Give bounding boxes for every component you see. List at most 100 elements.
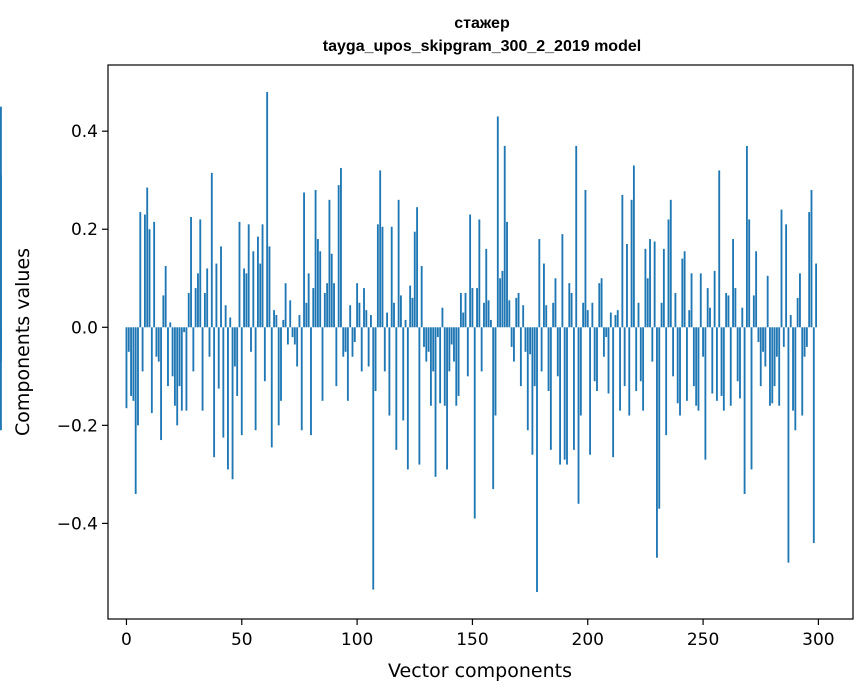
bar [425, 327, 428, 362]
bar [229, 317, 232, 328]
y-axis-label: Components values [12, 248, 34, 436]
bar [125, 327, 128, 409]
bar [183, 327, 186, 333]
bar [796, 297, 799, 328]
bar [413, 231, 416, 328]
bar [752, 295, 755, 328]
bar [626, 243, 628, 328]
bar [319, 251, 322, 328]
bar [238, 221, 241, 328]
bar [785, 224, 788, 328]
bar [254, 327, 257, 431]
bar [270, 327, 273, 448]
bar [570, 292, 573, 328]
bar [457, 327, 460, 396]
bar [157, 327, 160, 362]
bar [619, 327, 621, 411]
bar [552, 302, 555, 328]
bar [436, 327, 439, 338]
bar [167, 327, 169, 387]
bar [448, 327, 451, 372]
bar [741, 307, 744, 328]
bar [134, 327, 137, 494]
bar [540, 327, 543, 372]
bar [307, 273, 310, 328]
bar [402, 327, 405, 421]
bar [266, 91, 269, 328]
bar [729, 327, 732, 406]
bar [686, 327, 688, 401]
bar [637, 302, 640, 328]
bar [383, 327, 386, 372]
bar [572, 327, 575, 450]
bar [614, 315, 617, 328]
bar [706, 288, 709, 328]
bar [519, 327, 522, 387]
bar [178, 327, 181, 387]
bar [782, 327, 785, 347]
bar [358, 302, 361, 328]
bar [416, 207, 418, 328]
bar [748, 219, 751, 328]
bar [630, 199, 633, 328]
x-tick-label: 200 [572, 630, 604, 650]
bar [374, 327, 377, 392]
bar [792, 327, 794, 411]
bar [180, 327, 183, 411]
bar [411, 297, 414, 328]
bar [455, 327, 458, 406]
bar [328, 199, 331, 328]
bar [568, 283, 571, 328]
bar [453, 327, 455, 362]
bar [510, 327, 513, 347]
bar [480, 327, 483, 372]
bar [750, 327, 753, 470]
bar [556, 327, 559, 377]
bar [390, 226, 393, 328]
bar [388, 327, 391, 416]
bar [344, 327, 347, 352]
bar [293, 327, 296, 345]
bar [409, 285, 412, 328]
bar [662, 248, 665, 328]
bar [605, 327, 608, 338]
bar [787, 327, 790, 563]
bar [176, 327, 179, 426]
bar [434, 327, 437, 477]
bar [600, 278, 603, 328]
bar [584, 190, 587, 328]
bar [517, 292, 520, 328]
bar [808, 212, 811, 328]
bar [261, 224, 264, 328]
bar [492, 327, 495, 490]
bar [469, 214, 472, 328]
bar [586, 310, 589, 328]
bar [642, 327, 645, 411]
bar [337, 185, 340, 328]
bar [778, 327, 781, 406]
bar [709, 307, 711, 328]
bar [805, 327, 808, 347]
bar [277, 327, 280, 426]
bar [450, 327, 453, 345]
bar [487, 300, 490, 328]
bar [743, 327, 746, 494]
bar [173, 327, 176, 406]
bar [201, 327, 204, 411]
bar [298, 315, 301, 328]
bar [360, 327, 363, 372]
bar [667, 219, 670, 328]
bar [197, 273, 199, 328]
bar [713, 270, 716, 328]
bar [722, 327, 725, 411]
x-tick-label: 50 [231, 630, 253, 650]
bar [711, 327, 714, 394]
bar [598, 283, 601, 328]
bar [185, 327, 188, 411]
bar [227, 327, 229, 470]
x-tick-label: 250 [687, 630, 719, 650]
bar [143, 214, 146, 328]
bar [644, 248, 647, 328]
bar [203, 292, 206, 328]
